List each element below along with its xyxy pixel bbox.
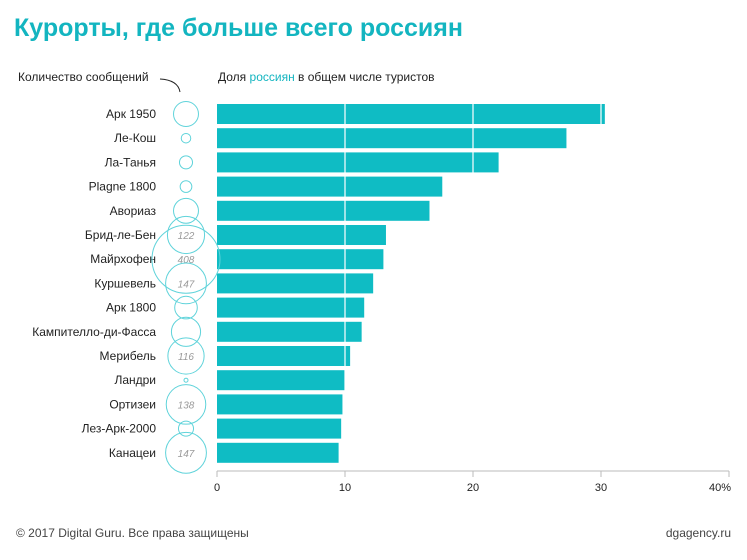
category-label: Plagne 1800 xyxy=(89,180,157,194)
category-label: Ортизеи xyxy=(109,397,156,411)
bubble xyxy=(177,420,195,437)
bubble-label: 147 xyxy=(178,279,195,290)
bubble-label: 147 xyxy=(178,449,195,460)
x-tick-label: 30 xyxy=(595,482,607,494)
bar-legend-label: Доля россиян в общем числе туристов xyxy=(218,70,435,84)
x-tick-label: 20 xyxy=(467,482,479,494)
bar xyxy=(217,128,567,149)
category-label: Кампителло-ди-Фасса xyxy=(32,325,156,339)
bar xyxy=(217,152,499,173)
bar xyxy=(217,346,351,366)
bubble-label: 408 xyxy=(178,255,195,266)
category-label: Мерибель xyxy=(100,349,156,363)
x-tick-label: 40% xyxy=(709,482,731,494)
copyright-text: © 2017 Digital Guru. Все права защищены xyxy=(16,526,249,540)
bubble xyxy=(167,337,205,375)
category-label: Майрхофен xyxy=(90,252,156,266)
bar xyxy=(217,321,362,342)
bubble xyxy=(179,180,193,193)
category-label: Арк 1800 xyxy=(106,301,156,315)
bubble xyxy=(151,224,221,294)
bubble xyxy=(183,377,189,383)
bubble xyxy=(173,101,199,127)
chart-title: Курорты, где больше всего россиян xyxy=(14,14,463,42)
x-tick-label: 0 xyxy=(214,482,220,494)
category-label: Ле-Кош xyxy=(114,131,156,145)
category-label: Арк 1950 xyxy=(106,107,156,121)
bubble xyxy=(170,316,202,347)
bar xyxy=(217,249,384,270)
bar xyxy=(217,394,343,415)
site-link[interactable]: dgagency.ru xyxy=(665,526,731,540)
bar-legend-suffix: в общем числе туристов xyxy=(294,70,435,84)
bubble-label: 138 xyxy=(178,400,195,411)
bar xyxy=(217,418,342,439)
category-label: Брид-ле-Бен xyxy=(85,228,156,242)
bar xyxy=(217,442,339,463)
bar-legend-prefix: Доля xyxy=(218,70,250,84)
bubble xyxy=(174,295,198,320)
bar xyxy=(217,104,605,124)
bubble xyxy=(180,132,192,144)
bar xyxy=(217,297,365,318)
category-label: Куршевель xyxy=(94,276,156,290)
legend-connector-line xyxy=(159,78,181,93)
bubble xyxy=(165,384,207,425)
bar xyxy=(217,200,430,221)
bar xyxy=(217,225,386,245)
bubble xyxy=(165,262,207,305)
bar xyxy=(217,176,443,197)
category-label: Канацеи xyxy=(109,446,156,460)
category-label: Авориаз xyxy=(110,204,157,218)
bubble xyxy=(178,155,194,170)
bar xyxy=(217,370,345,391)
bubble-legend-label: Количество сообщений xyxy=(18,70,149,84)
category-label: Ландри xyxy=(114,373,156,387)
x-tick-label: 10 xyxy=(339,482,351,494)
bubble-label: 116 xyxy=(178,352,194,363)
bar-legend-accent: россиян xyxy=(249,70,295,84)
category-label: Лез-Арк-2000 xyxy=(82,422,157,436)
bar xyxy=(217,273,374,294)
bubble xyxy=(173,197,199,224)
category-label: Ла-Танья xyxy=(105,155,156,169)
bubble xyxy=(165,431,207,474)
bubble-label: 122 xyxy=(178,231,195,242)
bubble xyxy=(166,215,206,255)
